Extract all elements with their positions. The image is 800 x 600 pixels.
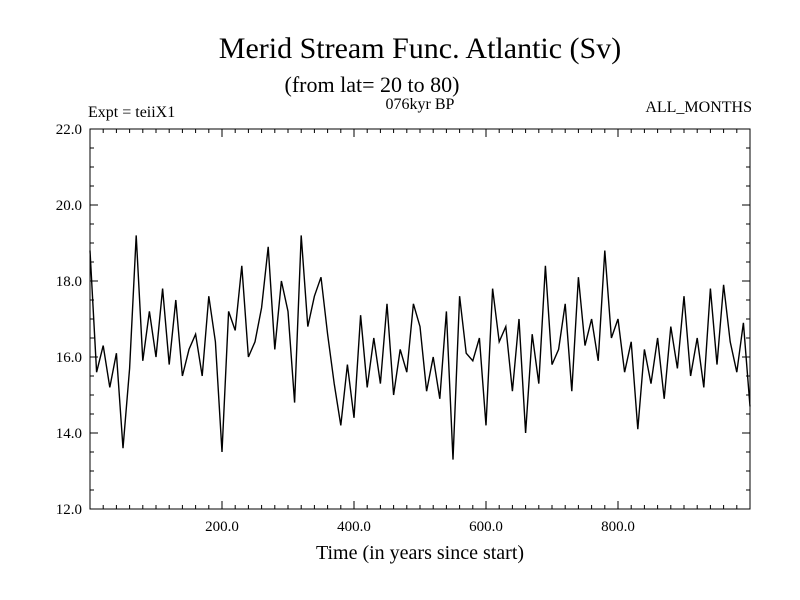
x-tick-label: 200.0 (205, 519, 239, 535)
x-tick-label: 400.0 (337, 519, 371, 535)
months-label: ALL_MONTHS (645, 99, 752, 116)
plot-area (89, 128, 751, 510)
y-tick-label: 22.0 (56, 122, 82, 138)
x-tick-label: 800.0 (601, 519, 635, 535)
experiment-label: Expt = teiiX1 (88, 104, 175, 121)
y-axis: 12.0 14.0 16.0 18.0 20.0 22.0 (56, 122, 750, 518)
chart-title: Merid Stream Func. Atlantic (Sv) (219, 32, 621, 65)
era-label: 076kyr BP (386, 96, 455, 113)
y-tick-label: 18.0 (56, 274, 82, 290)
x-axis: 200.0 400.0 600.0 800.0 (102, 129, 738, 535)
y-tick-label: 14.0 (56, 426, 82, 442)
y-tick-label: 20.0 (56, 198, 82, 214)
x-axis-label: Time (in years since start) (316, 542, 524, 564)
y-tick-label: 16.0 (56, 350, 82, 366)
x-tick-label: 600.0 (469, 519, 503, 535)
series-line (89, 235, 751, 460)
y-tick-label: 12.0 (56, 502, 82, 518)
plot-frame (89, 128, 751, 510)
chart-subtitle: (from lat= 20 to 80) (285, 72, 460, 97)
